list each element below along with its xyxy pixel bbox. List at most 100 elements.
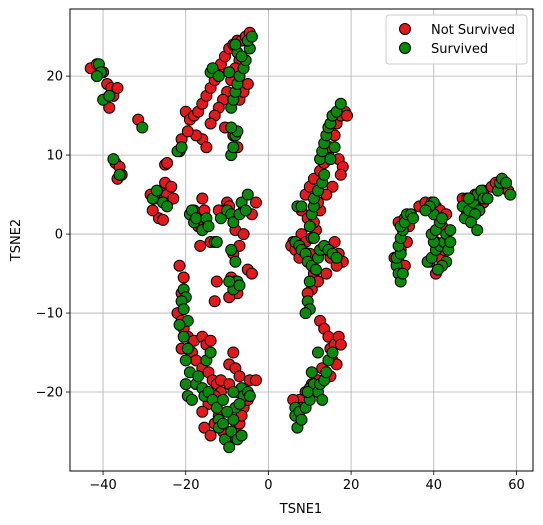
point-not-survived bbox=[245, 267, 258, 280]
point-survived bbox=[326, 346, 339, 359]
point-survived bbox=[241, 188, 254, 201]
point-survived bbox=[303, 275, 316, 288]
point-survived bbox=[225, 121, 238, 134]
point-not-survived bbox=[328, 236, 341, 248]
point-survived bbox=[312, 346, 324, 359]
point-not-survived bbox=[198, 421, 211, 434]
point-survived bbox=[212, 70, 225, 83]
point-survived bbox=[210, 401, 223, 414]
point-not-survived bbox=[326, 180, 339, 193]
point-not-survived bbox=[157, 213, 169, 226]
point-not-survived bbox=[103, 101, 116, 114]
point-survived bbox=[227, 386, 240, 398]
point-survived bbox=[330, 251, 343, 264]
point-survived bbox=[303, 220, 316, 233]
point-survived bbox=[328, 141, 341, 154]
y-tick-label: 0 bbox=[55, 228, 63, 243]
point-survived bbox=[202, 220, 215, 233]
point-not-survived bbox=[111, 82, 124, 94]
point-survived bbox=[396, 267, 409, 280]
point-survived bbox=[179, 378, 192, 391]
point-survived bbox=[177, 330, 190, 343]
point-survived bbox=[407, 212, 420, 225]
point-survived bbox=[225, 243, 238, 256]
point-survived bbox=[481, 192, 494, 205]
point-survived bbox=[175, 141, 188, 154]
point-survived bbox=[107, 153, 120, 166]
point-not-survived bbox=[200, 141, 213, 154]
point-survived bbox=[113, 168, 126, 181]
point-not-survived bbox=[177, 271, 190, 284]
point-survived bbox=[471, 224, 484, 237]
point-survived bbox=[210, 236, 223, 248]
point-not-survived bbox=[334, 338, 347, 351]
point-survived bbox=[173, 318, 186, 331]
y-axis-label: TSNE2 bbox=[9, 219, 24, 262]
point-survived bbox=[214, 212, 227, 225]
point-survived bbox=[217, 393, 229, 406]
legend-label-not-survived: Not Survived bbox=[431, 23, 515, 38]
point-survived bbox=[223, 275, 236, 288]
point-survived bbox=[181, 342, 194, 355]
point-not-survived bbox=[204, 429, 217, 442]
point-survived bbox=[295, 200, 308, 213]
point-survived bbox=[225, 425, 238, 438]
legend-label-survived: Survived bbox=[431, 42, 488, 57]
point-not-survived bbox=[237, 228, 250, 241]
x-tick-label: 20 bbox=[343, 478, 360, 493]
point-survived bbox=[229, 38, 242, 51]
y-tick-label: 20 bbox=[46, 70, 63, 85]
point-survived bbox=[136, 121, 149, 134]
point-survived bbox=[334, 97, 347, 110]
x-tick-label: 40 bbox=[426, 478, 443, 493]
point-survived bbox=[310, 263, 322, 276]
point-not-survived bbox=[161, 157, 174, 169]
point-not-survived bbox=[181, 125, 194, 138]
point-survived bbox=[233, 397, 246, 410]
point-not-survived bbox=[227, 346, 240, 359]
point-survived bbox=[223, 441, 236, 454]
x-tick-label: −20 bbox=[172, 478, 199, 493]
point-survived bbox=[316, 393, 329, 406]
point-not-survived bbox=[196, 405, 209, 418]
point-survived bbox=[436, 212, 449, 225]
point-survived bbox=[500, 176, 513, 189]
point-survived bbox=[227, 141, 240, 154]
y-tick-label: −20 bbox=[36, 386, 63, 401]
point-survived bbox=[206, 62, 219, 75]
point-survived bbox=[301, 386, 314, 398]
point-survived bbox=[235, 50, 248, 63]
point-survived bbox=[223, 66, 236, 79]
legend-marker-survived bbox=[399, 42, 411, 54]
x-axis-label: TSNE1 bbox=[279, 502, 322, 517]
point-survived bbox=[431, 263, 444, 276]
point-survived bbox=[103, 89, 116, 102]
point-not-survived bbox=[146, 204, 159, 217]
point-not-survived bbox=[196, 192, 209, 205]
point-survived bbox=[221, 405, 234, 418]
point-not-survived bbox=[165, 180, 178, 193]
point-survived bbox=[299, 307, 312, 320]
point-survived bbox=[444, 236, 457, 248]
point-survived bbox=[465, 216, 477, 229]
point-survived bbox=[243, 390, 256, 402]
axis-ticks: −40 −20 0 20 40 60 −20 −10 0 10 20 bbox=[36, 70, 525, 493]
point-not-survived bbox=[194, 239, 207, 252]
point-survived bbox=[324, 153, 337, 166]
point-survived bbox=[233, 279, 246, 292]
x-tick-label: 60 bbox=[508, 478, 525, 493]
point-survived bbox=[235, 429, 248, 442]
point-survived bbox=[305, 366, 318, 379]
point-survived bbox=[204, 346, 217, 359]
y-tick-label: −10 bbox=[36, 307, 63, 322]
point-not-survived bbox=[167, 192, 180, 205]
point-survived bbox=[318, 168, 331, 181]
point-not-survived bbox=[341, 109, 353, 122]
point-not-survived bbox=[241, 78, 254, 90]
point-survived bbox=[177, 303, 190, 316]
x-tick-label: 0 bbox=[264, 478, 272, 493]
point-survived bbox=[419, 204, 432, 217]
point-not-survived bbox=[320, 267, 333, 280]
